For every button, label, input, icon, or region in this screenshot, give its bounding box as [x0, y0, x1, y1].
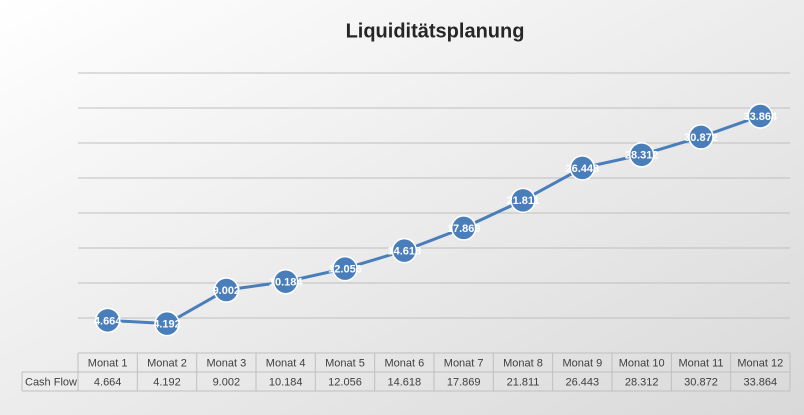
table-value: 17.869: [447, 376, 481, 388]
x-tick-label: Monat 12: [737, 357, 783, 369]
table-value: 30.872: [684, 376, 718, 388]
data-label: 26.443: [566, 163, 600, 175]
table-value: 21.811: [507, 376, 540, 388]
x-tick-label: Monat 4: [266, 357, 306, 369]
data-label: 21.811: [506, 195, 539, 207]
marker: [272, 268, 299, 295]
marker: [747, 103, 774, 129]
table-value: 26.443: [566, 376, 600, 388]
data-label: 14.618: [388, 246, 422, 258]
table-value: 12.056: [328, 376, 362, 388]
table-value: 33.864: [744, 376, 778, 388]
marker: [628, 142, 655, 168]
table-value: 10.184: [269, 376, 303, 388]
x-tick-label: Monat 5: [325, 357, 365, 369]
x-tick-label: Monat 10: [619, 357, 665, 369]
data-label: 30.872: [684, 132, 718, 144]
marker: [450, 215, 477, 241]
legend-label: Cash Flow: [25, 376, 77, 388]
table-value: 9.002: [213, 376, 241, 388]
x-tick-label: Monat 11: [678, 357, 723, 369]
x-tick-label: Monat 9: [562, 357, 602, 369]
data-label: 12.056: [328, 264, 362, 276]
data-label: 10.184: [269, 277, 304, 289]
x-tick-label: Monat 2: [147, 357, 187, 369]
table-value: 4.192: [153, 376, 181, 388]
table-value: 28.312: [625, 376, 659, 388]
marker: [510, 187, 536, 214]
marker: [569, 155, 596, 181]
chart-title: Liquiditätsplanung: [346, 20, 525, 42]
marker: [332, 255, 358, 282]
x-tick-label: Monat 8: [503, 357, 543, 369]
data-label: 4.664: [94, 315, 122, 327]
x-tick-label: Monat 3: [206, 357, 246, 369]
marker: [391, 237, 418, 264]
x-tick-label: Monat 1: [88, 357, 128, 369]
marker: [688, 124, 714, 150]
data-label: 33.864: [744, 111, 779, 123]
table-value: 4.664: [94, 376, 122, 388]
data-label: 4.192: [153, 319, 181, 331]
marker: [213, 277, 240, 303]
marker: [94, 307, 121, 334]
x-tick-label: Monat 7: [444, 357, 484, 369]
data-label: 28.312: [625, 150, 659, 162]
x-tick-label: Monat 6: [384, 357, 424, 369]
marker: [154, 310, 180, 337]
table-value: 14.618: [388, 376, 422, 388]
data-label: 17.869: [447, 223, 481, 235]
data-label: 9.002: [213, 285, 241, 297]
